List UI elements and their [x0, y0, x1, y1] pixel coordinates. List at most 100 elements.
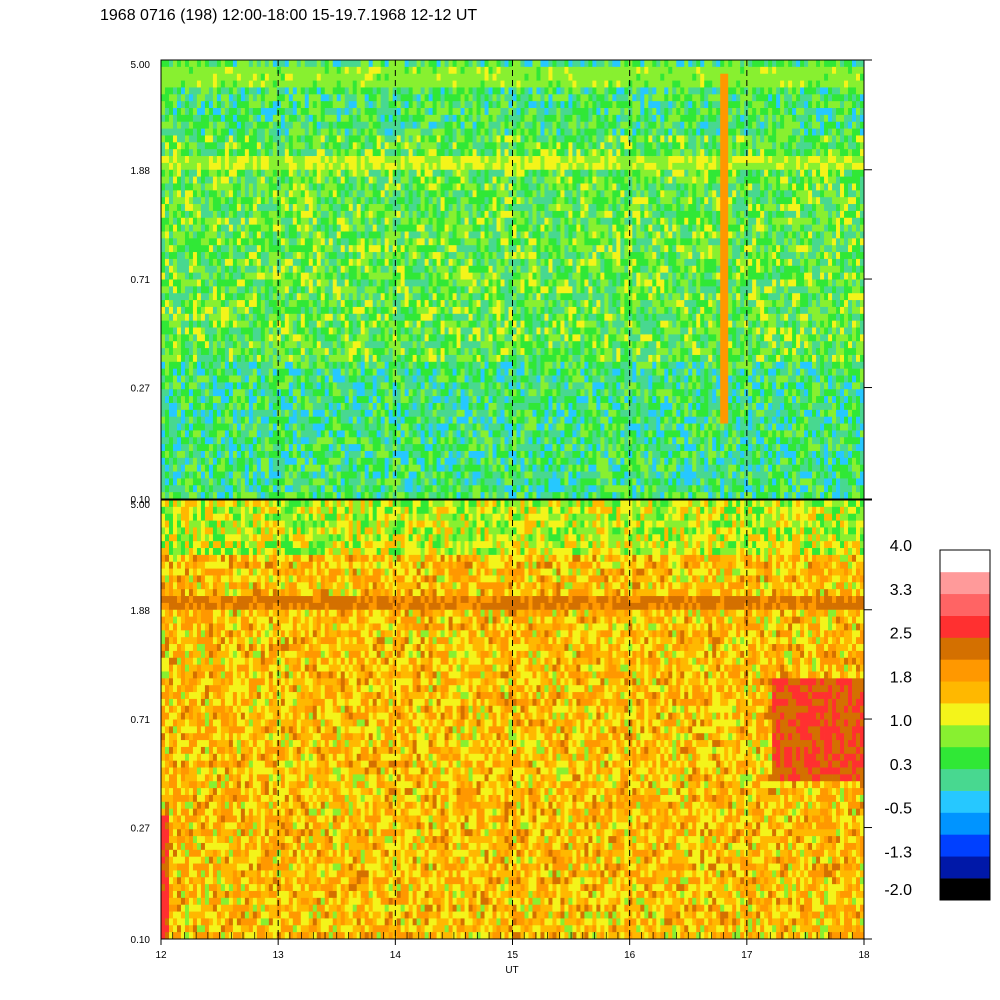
heatmap-cell — [292, 60, 298, 68]
heatmap-cell — [192, 341, 198, 349]
heatmap-cell — [256, 101, 262, 109]
heatmap-cell — [312, 272, 318, 280]
heatmap-cell — [176, 265, 182, 274]
heatmap-cell — [368, 334, 374, 342]
heatmap-cell — [392, 402, 398, 411]
heatmap-cell — [280, 457, 286, 466]
heatmap-cell — [444, 231, 449, 239]
heatmap-cell — [188, 204, 194, 212]
heatmap-cell — [188, 190, 194, 198]
heatmap-cell — [224, 190, 230, 198]
heatmap-cell — [172, 66, 178, 75]
heatmap-cell — [408, 258, 414, 267]
heatmap-cell — [308, 190, 314, 198]
heatmap-cell — [192, 156, 198, 164]
heatmap-cell — [360, 416, 366, 424]
heatmap-cell — [216, 197, 222, 205]
heatmap-cell — [176, 162, 182, 171]
heatmap-cell — [164, 300, 170, 308]
heatmap-cell — [296, 334, 302, 342]
heatmap-cell — [372, 485, 378, 493]
heatmap-cell — [360, 80, 366, 88]
heatmap-cell — [240, 142, 246, 150]
heatmap-cell — [316, 313, 322, 322]
heatmap-cell — [224, 238, 230, 246]
heatmap-cell — [161, 204, 166, 212]
heatmap-cell — [416, 306, 422, 315]
heatmap-cell — [376, 135, 382, 143]
heatmap-cell — [196, 149, 202, 157]
heatmap-cell — [272, 492, 278, 500]
heatmap-cell — [204, 272, 210, 280]
heatmap-cell — [416, 341, 422, 349]
heatmap-cell — [204, 245, 210, 253]
heatmap-cell — [288, 354, 294, 363]
heatmap-cell — [340, 272, 346, 280]
heatmap-cell — [184, 60, 190, 68]
heatmap-cell — [332, 300, 338, 308]
heatmap-cell — [312, 478, 318, 486]
heatmap-cell — [224, 320, 230, 328]
heatmap-cell — [412, 375, 418, 383]
heatmap-cell — [412, 87, 418, 95]
heatmap-cell — [236, 457, 242, 466]
heatmap-cell — [452, 135, 457, 143]
heatmap-cell — [456, 108, 461, 116]
heatmap-cell — [284, 382, 290, 390]
heatmap-cell — [212, 368, 218, 376]
heatmap-cell — [164, 176, 170, 184]
heatmap-cell — [176, 142, 182, 150]
heatmap-cell — [280, 361, 286, 370]
heatmap-cell — [276, 224, 282, 232]
heatmap-cell — [380, 108, 386, 116]
heatmap-cell — [340, 204, 346, 212]
heatmap-cell — [416, 80, 422, 88]
heatmap-cell — [460, 245, 465, 253]
heatmap-cell — [412, 306, 418, 315]
heatmap-cell — [240, 169, 246, 178]
heatmap-cell — [248, 169, 254, 178]
heatmap-cell — [404, 94, 410, 102]
heatmap-cell — [340, 108, 346, 116]
heatmap-cell — [272, 402, 278, 411]
heatmap-cell — [468, 197, 473, 205]
heatmap-cell — [468, 457, 473, 466]
heatmap-cell — [344, 293, 350, 301]
heatmap-cell — [380, 149, 386, 157]
heatmap-cell — [396, 492, 402, 500]
heatmap-cell — [312, 80, 318, 88]
heatmap-cell — [224, 300, 230, 308]
heatmap-cell — [356, 409, 362, 418]
heatmap-cell — [224, 313, 230, 322]
heatmap-cell — [304, 279, 310, 287]
heatmap-cell — [444, 457, 449, 466]
heatmap-cell — [444, 101, 449, 109]
heatmap-cell — [332, 101, 338, 109]
heatmap-cell — [268, 450, 274, 459]
heatmap-cell — [340, 252, 346, 260]
heatmap-cell — [188, 485, 194, 493]
heatmap-cell — [404, 471, 410, 479]
heatmap-cell — [408, 423, 414, 431]
heatmap-cell — [332, 204, 338, 212]
heatmap-cell — [244, 471, 250, 479]
heatmap-cell — [416, 210, 422, 219]
heatmap-cell — [161, 197, 166, 205]
heatmap-cell — [364, 258, 370, 267]
heatmap-cell — [420, 156, 426, 164]
heatmap-cell — [436, 300, 441, 308]
heatmap-cell — [216, 348, 222, 356]
heatmap-cell — [196, 169, 202, 178]
heatmap-cell — [424, 60, 430, 68]
heatmap-cell — [248, 183, 254, 191]
heatmap-cell — [236, 128, 242, 136]
heatmap-cell — [368, 245, 374, 253]
heatmap-cell — [416, 108, 422, 116]
heatmap-cell — [464, 471, 469, 479]
heatmap-cell — [304, 265, 310, 274]
heatmap-cell — [172, 430, 178, 438]
heatmap-cell — [416, 286, 422, 294]
heatmap-cell — [216, 128, 222, 136]
heatmap-cell — [276, 265, 282, 274]
heatmap-cell — [204, 334, 210, 342]
